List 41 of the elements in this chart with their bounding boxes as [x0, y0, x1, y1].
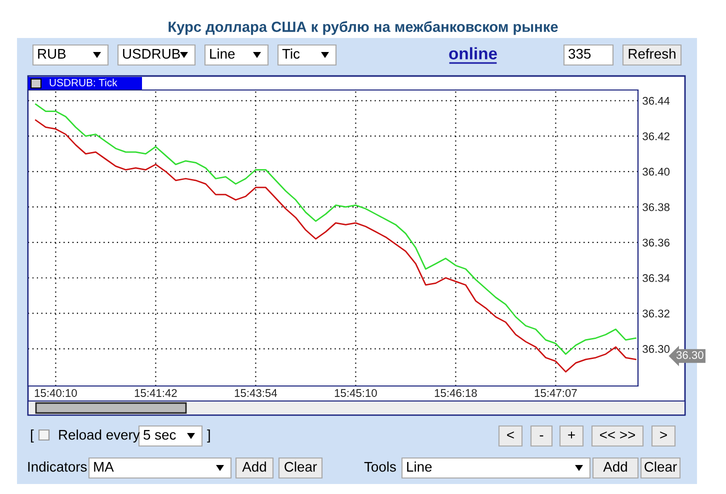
x-tick-label: 15:43:54 [234, 389, 277, 397]
text: Line [210, 48, 235, 59]
text: Reload every [59, 430, 140, 442]
text: Add [603, 462, 627, 472]
text: RUB [38, 49, 66, 59]
text: 36.30 [676, 351, 704, 359]
y-tick-label: 36.42 [642, 132, 670, 140]
text: + [568, 432, 575, 438]
y-tick-label: 36.44 [642, 96, 670, 105]
text: online [449, 47, 497, 60]
text: Indicators [28, 462, 87, 472]
text: 5 sec [144, 430, 176, 440]
text: [ [30, 430, 34, 442]
text: Refresh [628, 48, 676, 59]
y-tick-label: 36.40 [642, 168, 670, 176]
x-tick-label: 15:46:18 [434, 389, 477, 397]
chart-subtitle: USDRUB: Tick [50, 78, 118, 86]
text: Line [407, 462, 432, 472]
text: << >> [600, 431, 635, 439]
x-tick-label: 15:41:42 [134, 389, 177, 397]
x-tick-label: 15:40:10 [34, 389, 77, 397]
y-tick-label: 36.30 [642, 345, 670, 353]
text: < [507, 431, 514, 439]
text: ] [207, 430, 210, 442]
text: 335 [568, 48, 591, 59]
text: Tic [282, 48, 300, 59]
y-tick-label: 36.34 [642, 274, 670, 282]
text: Tools [364, 462, 396, 472]
y-tick-label: 36.32 [642, 310, 670, 318]
y-tick-label: 36.36 [642, 238, 670, 247]
text: Clear [284, 462, 317, 472]
x-tick-label: 15:45:10 [334, 389, 377, 397]
chart-title: Курс доллара США к рублю на межбанковском рынке [168, 21, 558, 35]
text: > [660, 431, 667, 439]
x-tick-label: 15:47:07 [534, 389, 577, 397]
text: - [540, 435, 544, 436]
y-tick-label: 36.38 [642, 203, 670, 212]
text: MA [94, 462, 114, 472]
text: Clear [644, 462, 677, 472]
text: USDRUB [123, 48, 180, 59]
text: Add [242, 462, 266, 472]
